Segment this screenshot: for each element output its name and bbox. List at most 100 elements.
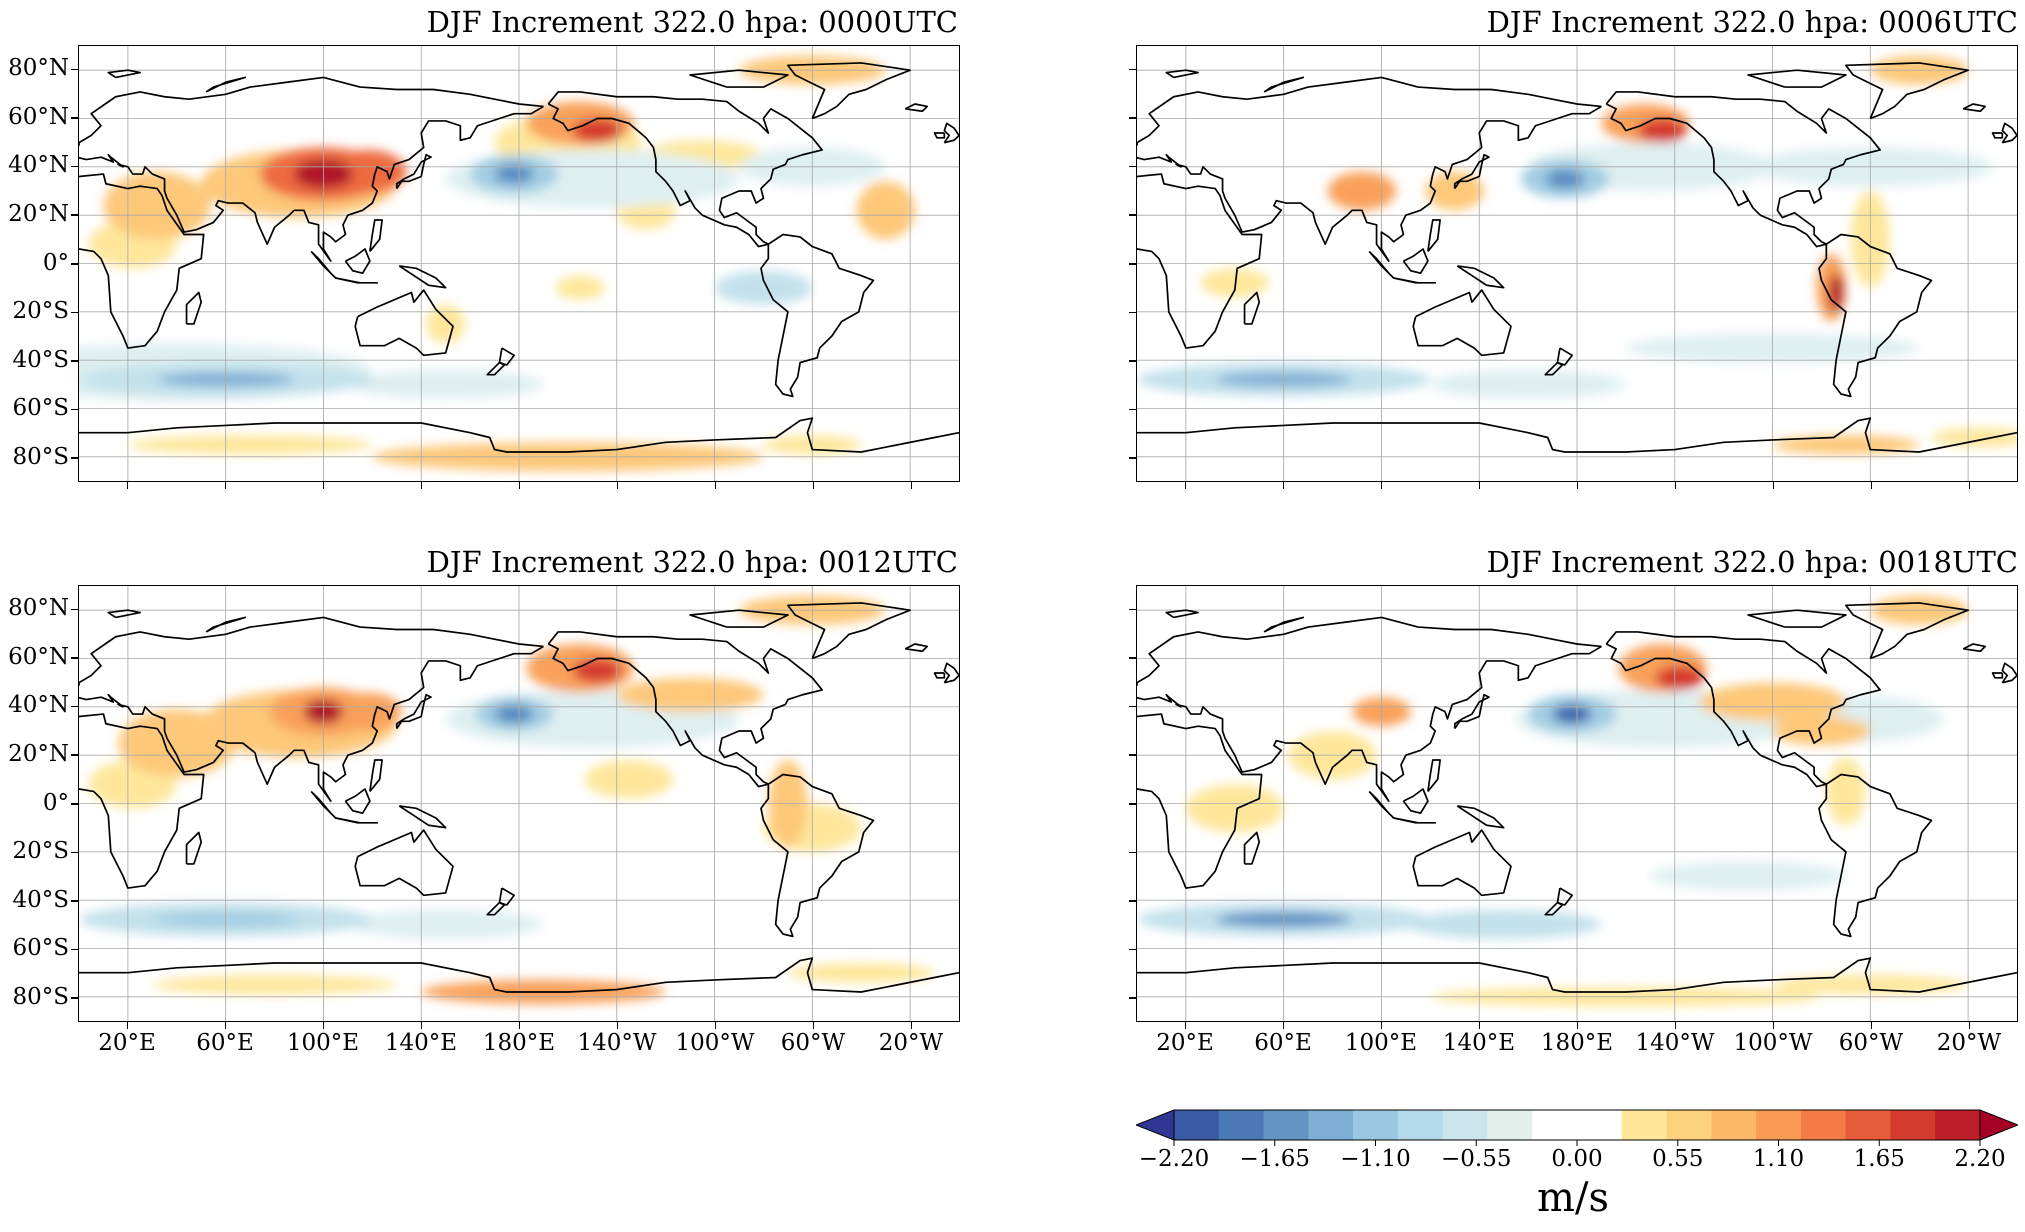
- colorbar-cell: [1532, 1110, 1578, 1140]
- coastline: [933, 672, 946, 679]
- lon-tick: [322, 1022, 324, 1029]
- coastline: [354, 829, 454, 897]
- coastline: [1368, 790, 1395, 819]
- coastline: [1991, 672, 2004, 679]
- coastline: [2001, 662, 2017, 684]
- coastline: [1137, 957, 2017, 993]
- coastline: [1165, 609, 1199, 619]
- colorbar-extend-min: [1136, 1109, 1175, 1141]
- lon-tick: [1478, 482, 1480, 489]
- coastline: [943, 122, 959, 144]
- coastline: [1818, 233, 1933, 398]
- positive-anomaly: [1828, 273, 1844, 312]
- coastline: [79, 173, 205, 349]
- negative-anomaly: [1430, 369, 1626, 399]
- lat-label: 40°N: [8, 152, 69, 179]
- colorbar-bar: [1136, 1109, 2018, 1146]
- lat-tick: [1129, 360, 1136, 362]
- lon-label: 140°E: [384, 1030, 458, 1056]
- coastline: [1165, 69, 1199, 79]
- negative-anomaly: [494, 164, 534, 184]
- coastline: [689, 609, 789, 628]
- lon-tick: [1870, 1022, 1872, 1029]
- lon-label: 20°W: [878, 1030, 944, 1056]
- colorbar-cell: [1621, 1110, 1668, 1140]
- positive-anomaly: [1425, 171, 1485, 211]
- lat-tick: [71, 165, 78, 168]
- coastline: [1368, 250, 1395, 279]
- lat-label: 80°N: [8, 55, 69, 82]
- lon-tick: [1870, 482, 1872, 489]
- coastline: [1137, 645, 1602, 802]
- panel-title: DJF Increment 322.0 hpa: 0012UTC: [426, 545, 958, 579]
- lat-label: 60°N: [8, 643, 69, 670]
- positive-anomaly: [1931, 427, 2017, 448]
- lon-tick: [812, 482, 814, 489]
- coastline: [1556, 887, 1573, 906]
- lat-label: 40°N: [8, 692, 69, 719]
- lon-tick: [1380, 1022, 1382, 1029]
- lon-label: 60°E: [1254, 1030, 1312, 1056]
- coastline: [1991, 132, 2004, 139]
- lat-label: 20°S: [12, 298, 69, 325]
- lon-label: 180°E: [1540, 1030, 1614, 1056]
- coastline: [79, 76, 544, 144]
- coastline: [1845, 602, 1969, 660]
- lon-tick: [1380, 482, 1382, 489]
- lon-label: 180°E: [482, 1030, 556, 1056]
- lat-tick: [1129, 657, 1136, 659]
- lon-tick: [616, 1022, 618, 1029]
- coastline: [1137, 173, 1263, 349]
- lat-tick: [71, 263, 78, 265]
- negative-anomaly: [1545, 169, 1585, 189]
- coastline: [904, 103, 929, 113]
- lon-tick: [126, 1022, 128, 1029]
- map-canvas: [79, 46, 959, 481]
- colorbar-tick-label: 0.00: [1551, 1146, 1603, 1172]
- gridlines: [1137, 586, 2017, 1021]
- lat-tick: [71, 68, 78, 71]
- coastline: [1605, 631, 1881, 788]
- coastline: [1544, 361, 1564, 376]
- coastline: [1263, 616, 1305, 633]
- positive-anomaly: [1327, 171, 1397, 211]
- coastline: [1137, 76, 1602, 144]
- coastline: [1137, 417, 2017, 453]
- coastline: [310, 250, 337, 279]
- negative-anomaly: [347, 909, 544, 939]
- coastlines: [79, 602, 959, 993]
- coastline: [1137, 616, 1602, 684]
- coastline: [395, 693, 432, 730]
- lat-label: 20°N: [8, 740, 69, 767]
- coastline: [1427, 759, 1441, 792]
- coastline: [79, 616, 544, 684]
- coastline: [1453, 153, 1490, 190]
- coastlines: [79, 62, 959, 453]
- colorbar-cell: [1263, 1110, 1309, 1140]
- lon-tick: [126, 482, 128, 489]
- coastline: [310, 790, 337, 819]
- increment-field: [79, 55, 915, 472]
- coastline: [1137, 105, 1602, 262]
- lat-tick: [1129, 705, 1136, 708]
- coastline: [185, 831, 203, 865]
- coastline: [1393, 817, 1437, 824]
- lat-tick: [71, 754, 78, 756]
- lat-tick: [1129, 311, 1136, 314]
- lon-tick: [1282, 482, 1284, 489]
- coastline: [335, 277, 379, 284]
- lat-tick: [1129, 408, 1136, 411]
- lat-label: 40°S: [12, 346, 69, 373]
- coastline: [205, 76, 247, 93]
- coastline: [1263, 76, 1305, 93]
- lat-label: 60°S: [12, 395, 69, 422]
- coastline: [1243, 831, 1261, 865]
- coastline: [1393, 277, 1437, 284]
- lat-tick: [71, 948, 78, 951]
- lat-label: 80°N: [8, 595, 69, 622]
- coastline: [1962, 643, 1987, 653]
- map-canvas: [1137, 586, 2017, 1021]
- coastline: [498, 887, 515, 906]
- gridlines: [79, 46, 959, 481]
- positive-anomaly: [1772, 716, 1871, 746]
